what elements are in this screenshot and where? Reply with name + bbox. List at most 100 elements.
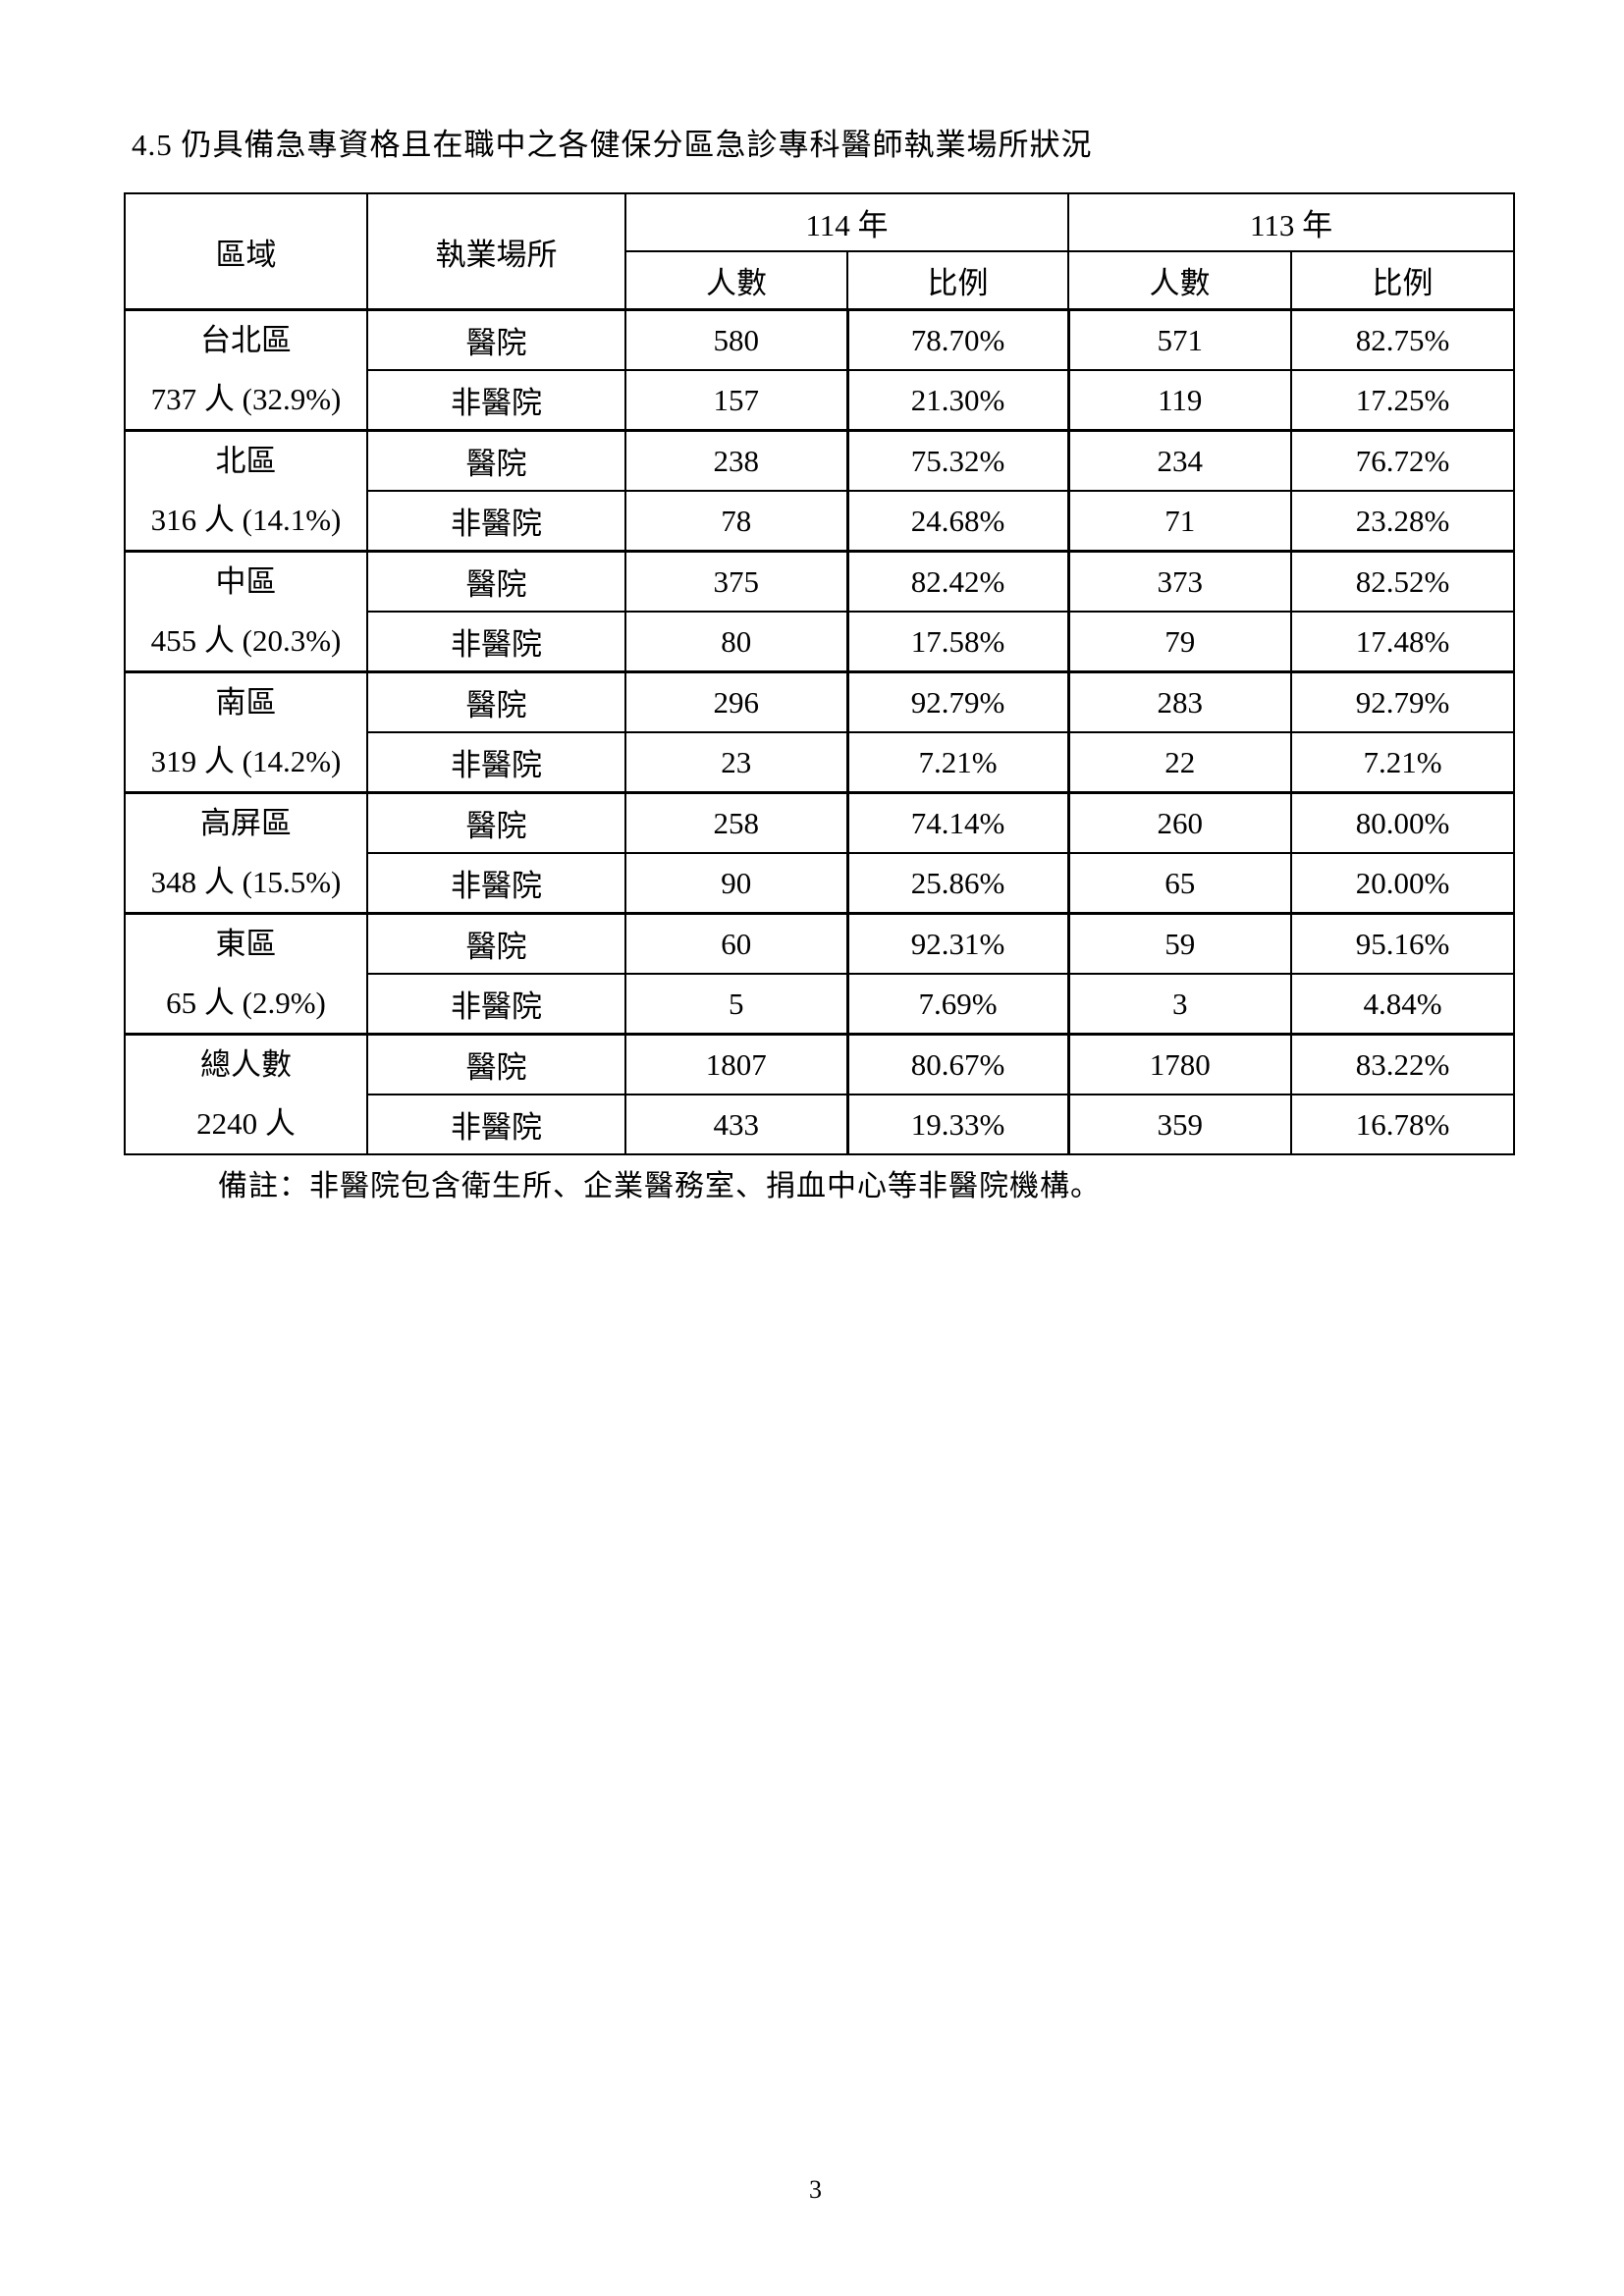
- ratio-113-cell: 83.22%: [1290, 1033, 1516, 1095]
- ratio-114-cell: 7.69%: [845, 973, 1070, 1036]
- workplace-cell: 非醫院: [366, 852, 626, 915]
- table-row: 非醫院 90 25.86% 65 20.00%: [125, 852, 1516, 915]
- ratio-113-cell: 23.28%: [1290, 490, 1516, 553]
- ratio-113-cell: 16.78%: [1290, 1094, 1516, 1155]
- region-name: 北區: [215, 444, 277, 478]
- ratio-113-cell: 20.00%: [1290, 852, 1516, 915]
- count-114-cell: 157: [624, 369, 848, 432]
- ratio-114-cell: 25.86%: [845, 852, 1070, 915]
- region-cell: 台北區 737 人 (32.9%): [124, 308, 368, 432]
- workplace-cell: 醫院: [366, 550, 626, 613]
- header-ratio: 比例: [845, 250, 1070, 311]
- table-row: 總人數 2240 人 醫院 1807 80.67% 1780 83.22%: [124, 1033, 1516, 1155]
- region-cell: 北區 316 人 (14.1%): [124, 429, 368, 553]
- count-114-cell: 1807: [624, 1033, 848, 1095]
- ratio-114-cell: 74.14%: [845, 791, 1070, 854]
- ratio-113-cell: 76.72%: [1290, 429, 1516, 492]
- count-113-cell: 571: [1067, 308, 1293, 371]
- header-ratio: 比例: [1290, 250, 1516, 311]
- count-113-cell: 22: [1067, 731, 1293, 794]
- count-114-cell: 375: [624, 550, 848, 613]
- table-row: 高屏區 348 人 (15.5%) 醫院 258 74.14% 260 80.00%: [124, 791, 1516, 915]
- header-count: 人數: [624, 250, 848, 311]
- region-name: 南區: [215, 685, 277, 720]
- count-114-cell: 433: [624, 1094, 848, 1155]
- count-113-cell: 1780: [1067, 1033, 1293, 1095]
- header-year-113: 113 年: [1067, 192, 1516, 252]
- ratio-114-cell: 92.79%: [845, 670, 1070, 733]
- table-row: 非醫院 5 7.69% 3 4.84%: [125, 973, 1516, 1036]
- count-113-cell: 79: [1067, 611, 1293, 673]
- header-region: 區域: [124, 192, 368, 311]
- ratio-114-cell: 78.70%: [845, 308, 1070, 371]
- ratio-113-cell: 82.75%: [1290, 308, 1516, 371]
- workplace-cell: 醫院: [366, 1033, 626, 1095]
- ratio-114-cell: 7.21%: [845, 731, 1070, 794]
- count-114-cell: 296: [624, 670, 848, 733]
- workplace-cell: 非醫院: [366, 369, 626, 432]
- count-113-cell: 359: [1067, 1094, 1293, 1155]
- ratio-114-cell: 24.68%: [845, 490, 1070, 553]
- workplace-cell: 非醫院: [366, 731, 626, 794]
- table-row: 北區 316 人 (14.1%) 醫院 238 75.32% 234 76.72%: [124, 429, 1516, 553]
- count-113-cell: 3: [1067, 973, 1293, 1036]
- ratio-114-cell: 82.42%: [845, 550, 1070, 613]
- region-total: 455 人 (20.3%): [150, 623, 342, 658]
- section-title: 4.5 仍具備急專資格且在職中之各健保分區急診專科醫師執業場所狀況: [132, 128, 1093, 162]
- region-total: 737 人 (32.9%): [150, 382, 342, 416]
- count-114-cell: 258: [624, 791, 848, 854]
- region-name: 中區: [215, 564, 277, 599]
- count-114-cell: 78: [624, 490, 848, 553]
- ratio-114-cell: 75.32%: [845, 429, 1070, 492]
- ratio-113-cell: 82.52%: [1290, 550, 1516, 613]
- count-113-cell: 65: [1067, 852, 1293, 915]
- table-row: 南區 319 人 (14.2%) 醫院 296 92.79% 283 92.79%: [124, 670, 1516, 794]
- page-number: 3: [809, 2175, 822, 2204]
- count-113-cell: 234: [1067, 429, 1293, 492]
- count-113-cell: 260: [1067, 791, 1293, 854]
- ratio-113-cell: 80.00%: [1290, 791, 1516, 854]
- count-113-cell: 71: [1067, 490, 1293, 553]
- ratio-114-cell: 92.31%: [845, 912, 1070, 975]
- footnote: 備註：非醫院包含衛生所、企業醫務室、捐血中心等非醫院機構。: [218, 1170, 1101, 1202]
- table-row: 非醫院 157 21.30% 119 17.25%: [125, 369, 1516, 432]
- ratio-114-cell: 21.30%: [845, 369, 1070, 432]
- workplace-cell: 醫院: [366, 670, 626, 733]
- count-113-cell: 119: [1067, 369, 1293, 432]
- count-114-cell: 580: [624, 308, 848, 371]
- region-cell: 高屏區 348 人 (15.5%): [124, 791, 368, 915]
- count-114-cell: 5: [624, 973, 848, 1036]
- ratio-114-cell: 17.58%: [845, 611, 1070, 673]
- count-113-cell: 373: [1067, 550, 1293, 613]
- ratio-113-cell: 4.84%: [1290, 973, 1516, 1036]
- table-row: 非醫院 80 17.58% 79 17.48%: [125, 611, 1516, 673]
- workplace-cell: 醫院: [366, 912, 626, 975]
- table-body: 台北區 737 人 (32.9%) 醫院 580 78.70% 571 82.75% 非醫院 1…: [124, 308, 1516, 1155]
- region-cell: 東區 65 人 (2.9%): [124, 912, 368, 1036]
- region-total: 319 人 (14.2%): [150, 744, 342, 778]
- workplace-cell: 非醫院: [366, 611, 626, 673]
- workplace-cell: 醫院: [366, 429, 626, 492]
- table-row: 中區 455 人 (20.3%) 醫院 375 82.42% 373 82.52%: [124, 550, 1516, 673]
- region-cell: 南區 319 人 (14.2%): [124, 670, 368, 794]
- workplace-table: 區域 執業場所 114 年 113 年 人數 比例 人數 比例 台北區 737 人…: [124, 192, 1516, 1155]
- workplace-cell: 非醫院: [366, 490, 626, 553]
- ratio-113-cell: 17.48%: [1290, 611, 1516, 673]
- region-total: 65 人 (2.9%): [166, 986, 326, 1020]
- ratio-114-cell: 80.67%: [845, 1033, 1070, 1095]
- region-total: 316 人 (14.1%): [150, 503, 342, 537]
- ratio-113-cell: 95.16%: [1290, 912, 1516, 975]
- count-113-cell: 283: [1067, 670, 1293, 733]
- table-row: 東區 65 人 (2.9%) 醫院 60 92.31% 59 95.16%: [124, 912, 1516, 1036]
- region-total: 348 人 (15.5%): [150, 865, 342, 899]
- ratio-113-cell: 17.25%: [1290, 369, 1516, 432]
- region-name: 高屏區: [200, 806, 292, 840]
- table-row: 非醫院 78 24.68% 71 23.28%: [125, 490, 1516, 553]
- table-row: 非醫院 23 7.21% 22 7.21%: [125, 731, 1516, 794]
- region-total: 2240 人: [196, 1106, 296, 1141]
- header-workplace: 執業場所: [366, 192, 626, 311]
- region-cell: 中區 455 人 (20.3%): [124, 550, 368, 673]
- region-cell: 總人數 2240 人: [124, 1033, 368, 1155]
- header-count: 人數: [1067, 250, 1293, 311]
- header-year-114: 114 年: [623, 192, 1070, 252]
